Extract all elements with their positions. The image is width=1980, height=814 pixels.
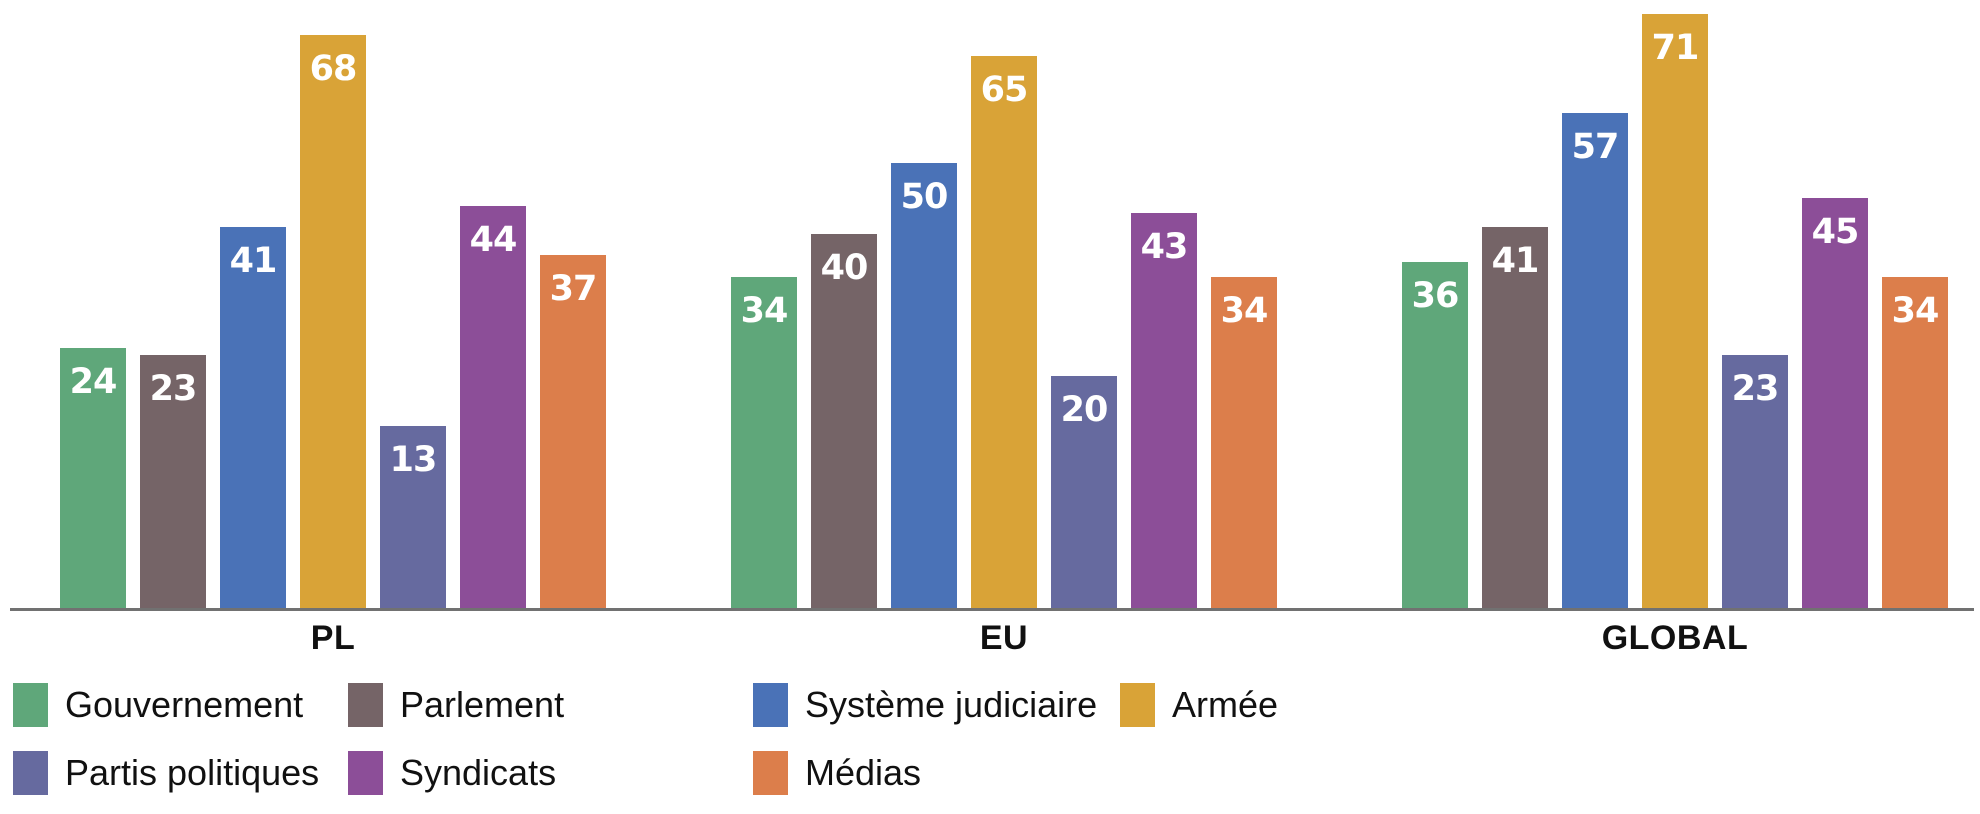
bar-value-label: 23	[149, 369, 198, 409]
legend-label: Syndicats	[400, 752, 557, 793]
legend-swatch-armee	[1120, 683, 1155, 727]
legend-item-gouvernement: Gouvernement	[13, 683, 303, 727]
legend-swatch-gouvernement	[13, 683, 48, 727]
bar-partis-politiques-eu: 20	[1051, 376, 1117, 608]
bar-value-label: 34	[1891, 291, 1940, 331]
bar-value-label: 50	[900, 177, 949, 217]
bar-value-label: 34	[740, 291, 789, 331]
legend-label: Partis politiques	[65, 752, 320, 793]
bar-group-pl: 24 23 41 68 13 44 37	[60, 35, 606, 608]
bar-value-label: 36	[1411, 276, 1460, 316]
legend-item-armee: Armée	[1120, 683, 1278, 727]
legend-swatch-partis-politiques	[13, 751, 48, 795]
bar-systeme-judiciaire-eu: 50	[891, 163, 957, 608]
legend-swatch-parlement	[348, 683, 383, 727]
legend-swatch-systeme-judiciaire	[753, 683, 788, 727]
bar-value-label: 65	[980, 70, 1029, 110]
bar-partis-politiques-pl: 13	[380, 426, 446, 608]
legend-label: Médias	[805, 752, 922, 793]
bar-systeme-judiciaire-pl: 41	[220, 227, 286, 608]
bar-parlement-eu: 40	[811, 234, 877, 608]
bar-armee-global: 71	[1642, 14, 1708, 608]
bar-value-label: 44	[469, 220, 518, 260]
bar-value-label: 23	[1731, 369, 1780, 409]
bar-value-label: 68	[309, 49, 358, 89]
bar-value-label: 13	[389, 440, 438, 480]
legend-label: Gouvernement	[65, 684, 304, 725]
bar-medias-global: 34	[1882, 277, 1948, 608]
plot-area: 24 23 41 68 13 44 37 34 40 50 65 20 43 34 36 41 57 71 23 45…	[60, 14, 1948, 608]
bar-medias-eu: 34	[1211, 277, 1277, 608]
bar-parlement-global: 41	[1482, 227, 1548, 608]
category-label-eu: EU	[979, 619, 1029, 657]
bar-value-label: 57	[1571, 127, 1620, 167]
bar-partis-politiques-global: 23	[1722, 355, 1788, 608]
bar-syndicats-global: 45	[1802, 198, 1868, 608]
legend-swatch-medias	[753, 751, 788, 795]
bar-value-label: 40	[820, 248, 869, 288]
bar-value-label: 20	[1060, 390, 1109, 430]
bar-group-global: 36 41 57 71 23 45 34	[1402, 14, 1948, 608]
legend-item-systeme-judiciaire: Système judiciaire	[753, 683, 1097, 727]
bar-value-label: 37	[549, 269, 598, 309]
legend-item-syndicats: Syndicats	[348, 751, 556, 795]
legend-label: Armée	[1172, 684, 1279, 725]
bar-gouvernement-pl: 24	[60, 348, 126, 608]
legend-item-medias: Médias	[753, 751, 921, 795]
bar-armee-pl: 68	[300, 35, 366, 608]
bar-gouvernement-eu: 34	[731, 277, 797, 608]
bar-parlement-pl: 23	[140, 355, 206, 608]
bar-gouvernement-global: 36	[1402, 262, 1468, 608]
bar-value-label: 43	[1140, 227, 1189, 267]
legend-label: Système judiciaire	[805, 684, 1098, 725]
category-label-global: GLOBAL	[1601, 619, 1749, 657]
bar-value-label: 24	[69, 362, 118, 402]
bar-group-eu: 34 40 50 65 20 43 34	[731, 56, 1277, 608]
bar-syndicats-eu: 43	[1131, 213, 1197, 608]
bar-value-label: 45	[1811, 212, 1860, 252]
bar-value-label: 41	[229, 241, 278, 281]
category-labels: PL EU GLOBAL	[0, 621, 1980, 655]
category-label-pl: PL	[310, 619, 356, 657]
legend-item-partis-politiques: Partis politiques	[13, 751, 319, 795]
x-axis-line	[10, 608, 1974, 611]
legend-item-parlement: Parlement	[348, 683, 564, 727]
legend-swatch-syndicats	[348, 751, 383, 795]
bar-medias-pl: 37	[540, 255, 606, 608]
legend-label: Parlement	[400, 684, 565, 725]
bar-value-label: 34	[1220, 291, 1269, 331]
bar-systeme-judiciaire-global: 57	[1562, 113, 1628, 608]
bar-value-label: 71	[1651, 28, 1700, 68]
bar-value-label: 41	[1491, 241, 1540, 281]
bar-armee-eu: 65	[971, 56, 1037, 608]
bar-syndicats-pl: 44	[460, 206, 526, 608]
